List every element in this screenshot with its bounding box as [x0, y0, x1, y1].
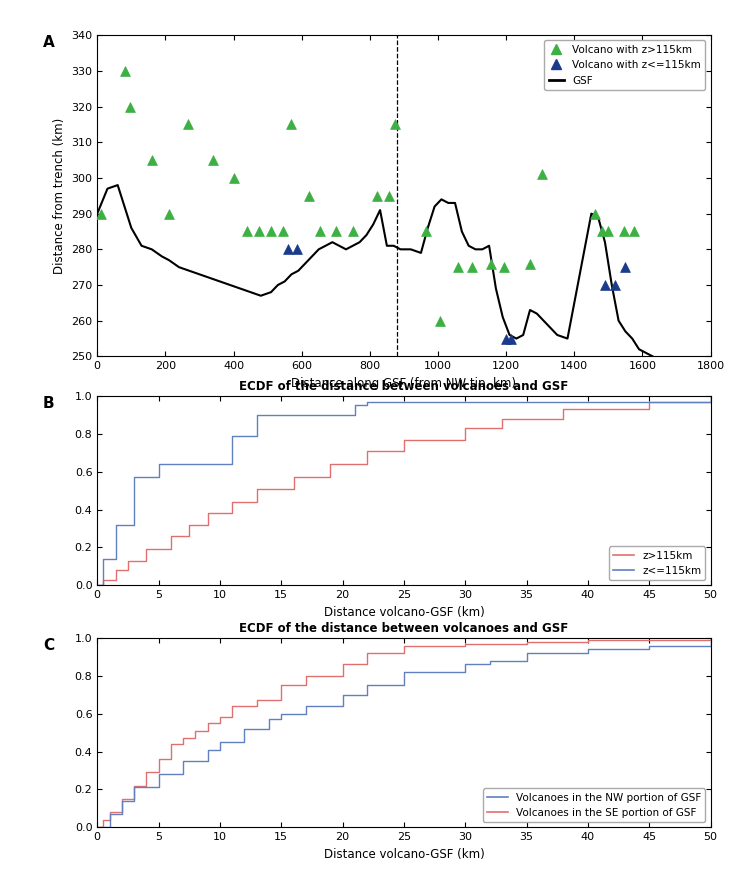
- Point: [182, 117, 194, 131]
- Title: ECDF of the distance between volcanoes and GSF: ECDF of the distance between volcanoes a…: [239, 380, 568, 393]
- Text: B: B: [43, 396, 55, 411]
- Y-axis label: Distance from trench (km): Distance from trench (km): [52, 118, 66, 274]
- Point: [253, 224, 265, 238]
- Point: [123, 99, 135, 114]
- Point: [314, 224, 326, 238]
- Point: [619, 260, 631, 275]
- Point: [382, 189, 395, 203]
- Text: A: A: [43, 35, 55, 50]
- Point: [595, 224, 607, 238]
- Point: [227, 171, 239, 185]
- Legend: Volcanoes in the NW portion of GSF, Volcanoes in the SE portion of GSF: Volcanoes in the NW portion of GSF, Volc…: [482, 788, 705, 822]
- Point: [498, 260, 510, 275]
- Point: [466, 260, 478, 275]
- Point: [282, 242, 294, 256]
- Point: [286, 117, 298, 131]
- Point: [589, 207, 601, 221]
- Title: ECDF of the distance between volcanoes and GSF: ECDF of the distance between volcanoes a…: [239, 622, 568, 635]
- X-axis label: Distance along GSF (from NW tip, km): Distance along GSF (from NW tip, km): [292, 377, 516, 390]
- X-axis label: Distance volcano-GSF (km): Distance volcano-GSF (km): [324, 605, 484, 619]
- Point: [290, 242, 302, 256]
- X-axis label: Distance volcano-GSF (km): Distance volcano-GSF (km): [324, 847, 484, 861]
- Point: [434, 313, 446, 327]
- Point: [536, 167, 548, 181]
- Point: [277, 224, 289, 238]
- Point: [146, 153, 158, 167]
- Point: [207, 153, 219, 167]
- Point: [485, 257, 497, 271]
- Point: [118, 64, 130, 78]
- Text: C: C: [43, 638, 55, 653]
- Legend: z>115km, z<=115km: z>115km, z<=115km: [609, 546, 705, 580]
- Point: [524, 257, 536, 271]
- Point: [302, 189, 314, 203]
- Point: [163, 207, 175, 221]
- Point: [609, 278, 621, 292]
- Point: [602, 224, 614, 238]
- Point: [506, 332, 518, 346]
- Point: [347, 224, 359, 238]
- Point: [599, 278, 611, 292]
- Point: [628, 224, 640, 238]
- Point: [390, 117, 402, 131]
- Point: [241, 224, 253, 238]
- Point: [420, 224, 432, 238]
- Legend: Volcano with z>115km, Volcano with z<=115km, GSF: Volcano with z>115km, Volcano with z<=11…: [545, 40, 705, 90]
- Point: [371, 189, 383, 203]
- Point: [618, 224, 630, 238]
- Point: [95, 207, 107, 221]
- Point: [330, 224, 342, 238]
- Point: [265, 224, 277, 238]
- Point: [453, 260, 465, 275]
- Point: [500, 332, 512, 346]
